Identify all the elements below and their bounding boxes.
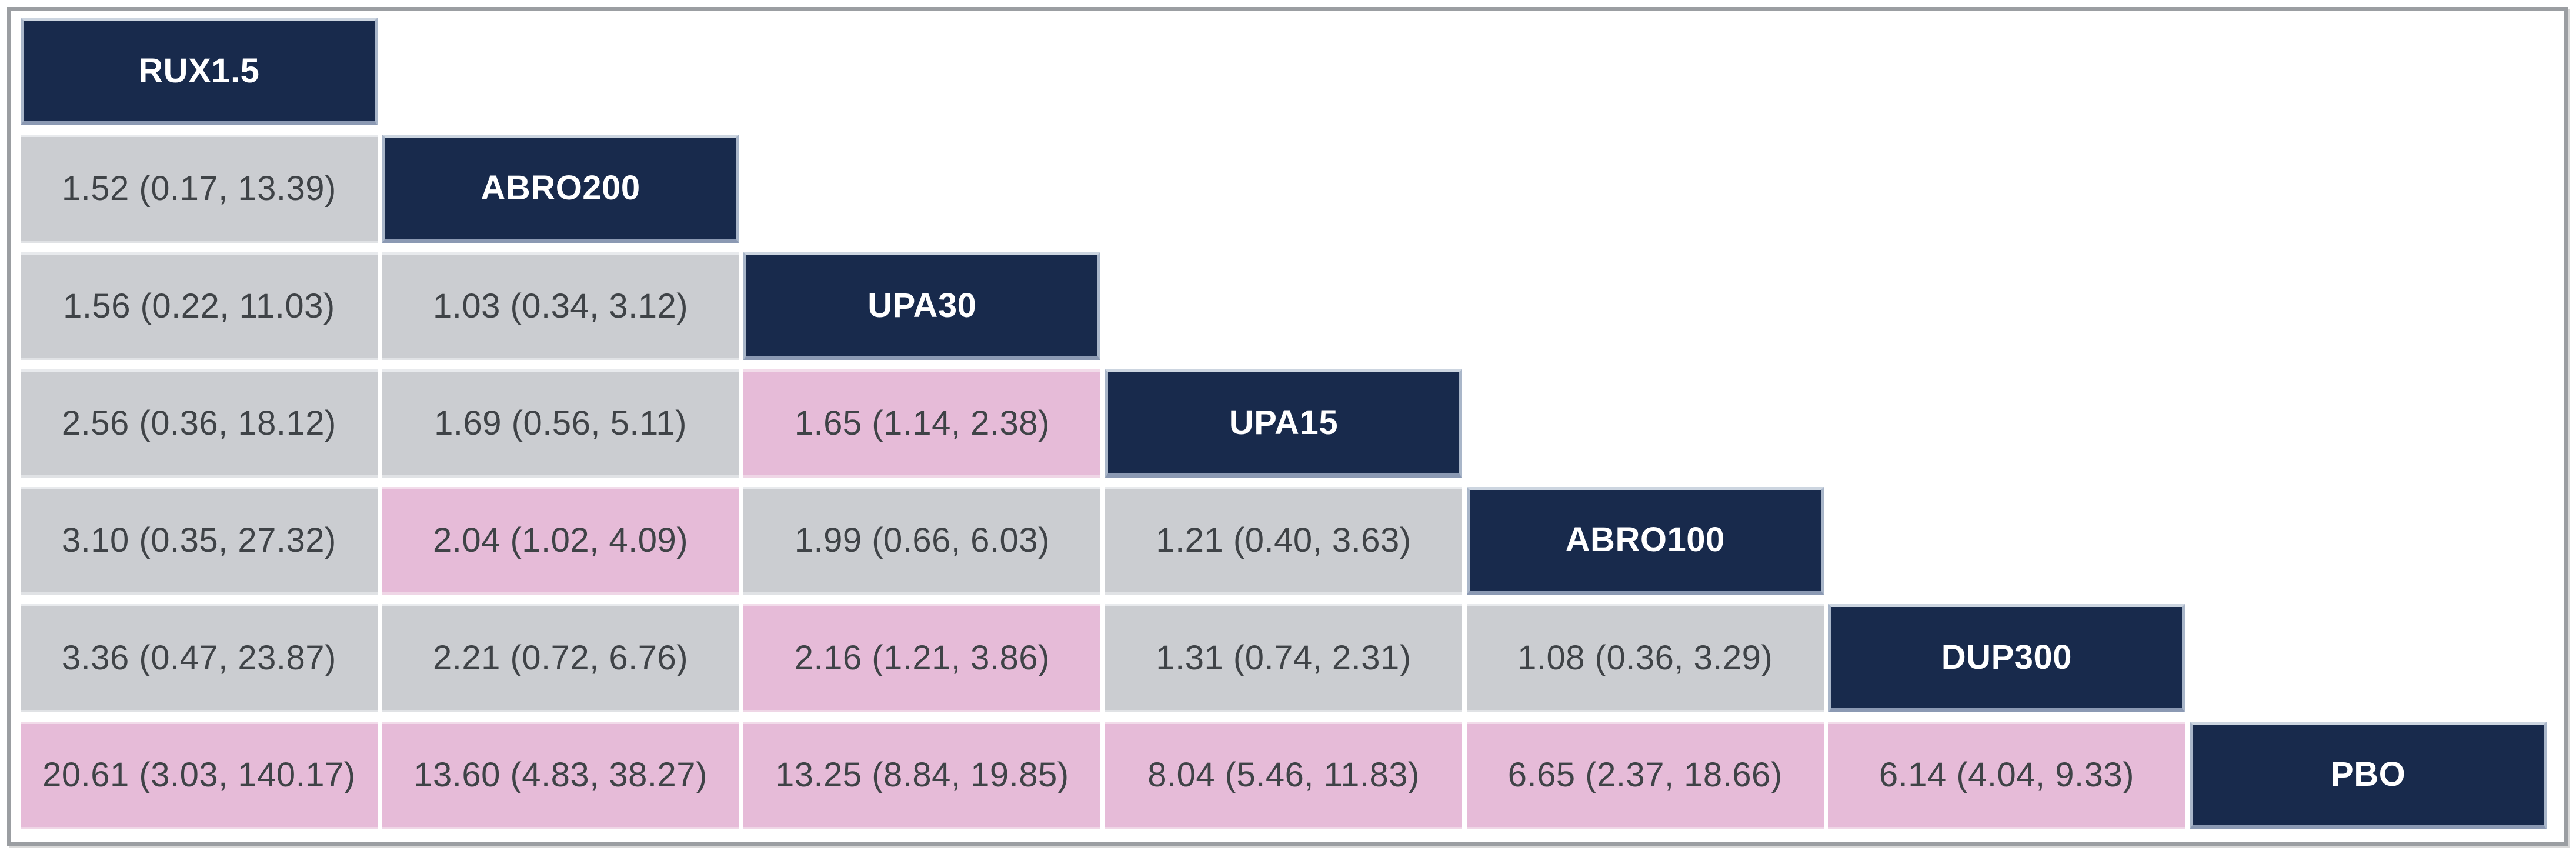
diagonal-treatment-cell: ABRO200 [382,135,739,243]
estimate-cell: 2.04 (1.02, 4.09) [382,486,739,595]
estimate-cell: 13.25 (8.84, 19.85) [743,721,1101,829]
estimate-cell: 13.60 (4.83, 38.27) [382,721,739,829]
diagonal-treatment-cell: ABRO100 [1466,486,1824,595]
estimate-cell: 2.21 (0.72, 6.76) [382,604,739,712]
diagonal-treatment-cell: PBO [2190,721,2547,829]
estimate-cell: 1.08 (0.36, 3.29) [1466,604,1824,712]
estimate-cell: 1.65 (1.14, 2.38) [743,369,1101,478]
estimate-cell: 2.56 (0.36, 18.12) [21,369,378,478]
estimate-cell: 6.65 (2.37, 18.66) [1466,721,1824,829]
estimate-cell: 6.14 (4.04, 9.33) [1828,721,2185,829]
estimate-cell: 1.31 (0.74, 2.31) [1105,604,1462,712]
diagonal-treatment-cell: UPA30 [743,252,1101,361]
estimate-cell: 1.69 (0.56, 5.11) [382,369,739,478]
estimate-cell: 1.99 (0.66, 6.03) [743,486,1101,595]
estimate-cell: 2.16 (1.21, 3.86) [743,604,1101,712]
estimate-cell: 1.56 (0.22, 11.03) [21,252,378,361]
estimate-cell: 3.36 (0.47, 23.87) [21,604,378,712]
diagonal-treatment-cell: DUP300 [1828,604,2185,712]
league-table: RUX1.5 1.52 (0.17, 13.39) ABRO200 1.56 (… [21,18,2547,829]
estimate-cell: 1.52 (0.17, 13.39) [21,135,378,243]
estimate-cell: 1.03 (0.34, 3.12) [382,252,739,361]
estimate-cell: 1.21 (0.40, 3.63) [1105,486,1462,595]
estimate-cell: 8.04 (5.46, 11.83) [1105,721,1462,829]
estimate-cell: 3.10 (0.35, 27.32) [21,486,378,595]
diagonal-treatment-cell: UPA15 [1105,369,1462,478]
diagonal-treatment-cell: RUX1.5 [21,18,378,126]
estimate-cell: 20.61 (3.03, 140.17) [21,721,378,829]
